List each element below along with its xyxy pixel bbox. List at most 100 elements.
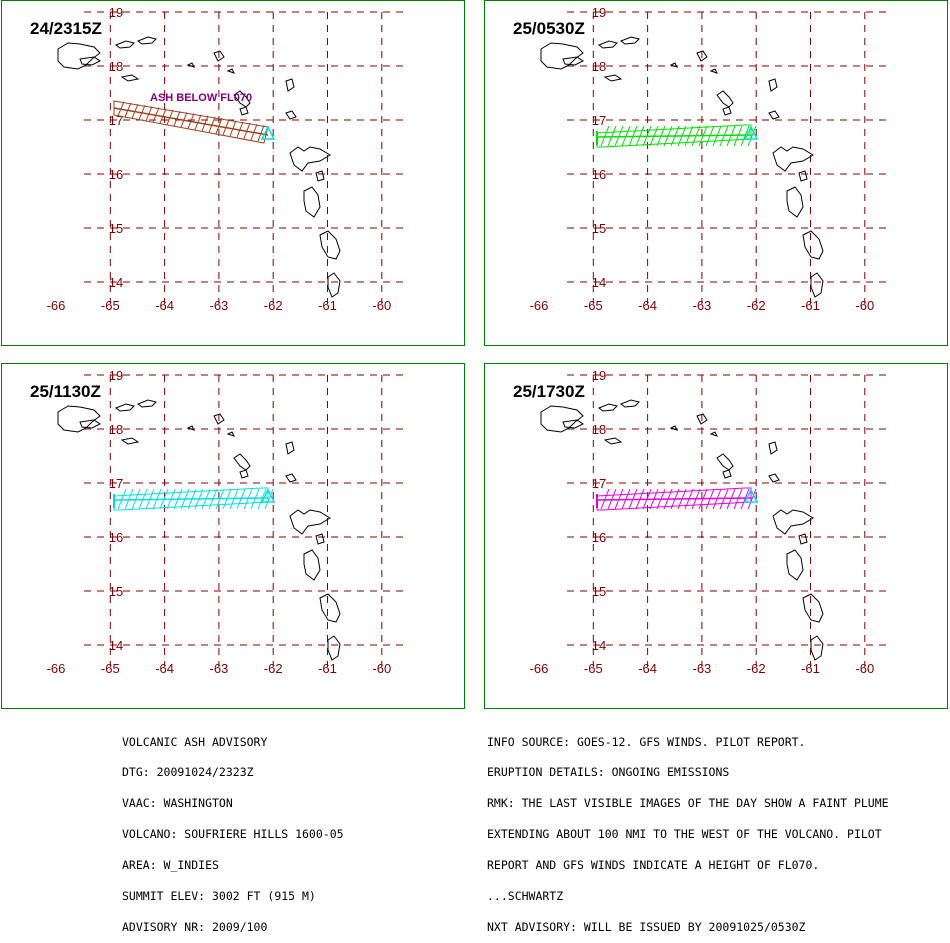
island-outline [802, 593, 824, 623]
lon-tick-label: -65 [584, 661, 603, 676]
lat-tick-label: 14 [592, 275, 606, 290]
island-outline [810, 272, 824, 298]
island-outline [289, 146, 331, 172]
lat-tick-label: 18 [592, 422, 606, 437]
island-outline [79, 56, 101, 66]
lon-tick-label: -64 [638, 661, 657, 676]
island-outline [226, 431, 235, 437]
lon-tick-label: -63 [693, 661, 712, 676]
island-outline [285, 441, 295, 455]
advisory-line: REPORT AND GFS WINDS INDICATE A HEIGHT O… [487, 858, 820, 873]
island-outline [226, 68, 235, 74]
lat-tick-label: 17 [109, 113, 123, 128]
island-outline [722, 106, 732, 116]
island-outline [772, 509, 814, 535]
island-outline [285, 110, 297, 120]
island-outline [239, 469, 249, 479]
island-outline [709, 68, 718, 74]
island-outline [786, 186, 804, 218]
island-outline [57, 42, 101, 70]
island-outline [120, 74, 140, 82]
island-outline [669, 425, 678, 431]
island-outline [603, 74, 623, 82]
ash-plume [113, 100, 269, 144]
map-panel: -66 -65 -64 -63 -62 -61 -60 19 18 17 16 15 14 25/1130… [1, 363, 465, 709]
advisory-line: DTG: 20091024/2323Z [122, 765, 254, 780]
island-outline [285, 78, 295, 92]
island-outline [716, 90, 734, 108]
island-outline [540, 42, 584, 70]
advisory-line: INFO SOURCE: GOES-12. GFS WINDS. PILOT R… [487, 734, 806, 749]
island-outline [239, 106, 249, 116]
island-outline [136, 399, 157, 408]
advisory-line: VOLCANIC ASH ADVISORY [122, 734, 268, 749]
island-outline [802, 230, 824, 260]
map-canvas: -66 -65 -64 -63 -62 -61 -60 19 18 17 16 15 14 [47, 368, 408, 676]
lat-tick-label: 19 [109, 368, 123, 383]
lat-tick-label: 14 [109, 275, 123, 290]
lon-tick-label: -62 [264, 298, 283, 313]
island-outline [213, 413, 225, 425]
advisory-line: EXTENDING ABOUT 100 NMI TO THE WEST OF T… [487, 827, 882, 842]
lon-tick-label: -63 [693, 298, 712, 313]
volcano-icon [260, 488, 276, 503]
island-outline [233, 453, 251, 471]
island-outline [597, 403, 618, 412]
lon-tick-label: -61 [318, 661, 337, 676]
lon-tick-label: -62 [264, 661, 283, 676]
map-panel: -66 -65 -64 -63 -62 -61 -60 19 18 17 16 15 14 25/0530… [484, 0, 948, 346]
advisory-line: VOLCANO: SOUFRIERE HILLS 1600-05 [122, 827, 344, 842]
island-outline [114, 403, 135, 412]
advisory-line: NXT ADVISORY: WILL BE ISSUED BY 20091025… [487, 919, 806, 934]
lat-tick-label: 19 [592, 5, 606, 20]
panel-time-label: 25/1130Z [30, 382, 101, 401]
island-outline [233, 90, 251, 108]
island-outline [186, 425, 195, 431]
lon-tick-label: -64 [638, 298, 657, 313]
lon-tick-label: -65 [101, 661, 120, 676]
island-outline [186, 62, 195, 68]
map-canvas: -66 -65 -64 -63 -62 -61 -60 19 18 17 16 15 14 [530, 368, 891, 676]
island-outline [319, 230, 341, 260]
ash-plume [596, 487, 757, 511]
ash-plume [113, 487, 274, 511]
island-outline [327, 272, 341, 298]
panel-time-label: 24/2315Z [30, 19, 102, 38]
advisory-line: SUMMIT ELEV: 3002 FT (915 M) [122, 889, 316, 904]
advisory-line: ...SCHWARTZ [487, 889, 564, 904]
lon-tick-label: -62 [747, 661, 766, 676]
island-outline [285, 473, 297, 483]
lon-tick-label: -60 [372, 298, 391, 313]
island-outline [315, 170, 325, 182]
island-outline [57, 405, 101, 433]
island-outline [315, 533, 325, 545]
lat-tick-label: 17 [592, 113, 606, 128]
advisory-line: ERUPTION DETAILS: ONGOING EMISSIONS [487, 765, 730, 780]
island-outline [768, 110, 780, 120]
lon-tick-label: -61 [318, 298, 337, 313]
island-outline [540, 405, 584, 433]
lon-tick-label: -63 [210, 661, 229, 676]
advisory-line: VAAC: WASHINGTON [122, 796, 233, 811]
island-outline [810, 635, 824, 661]
island-outline [319, 593, 341, 623]
island-outline [114, 40, 135, 49]
lat-tick-label: 15 [592, 221, 606, 236]
lon-tick-label: -65 [101, 298, 120, 313]
island-outline [716, 453, 734, 471]
lat-tick-label: 17 [109, 476, 123, 491]
island-outline [120, 437, 140, 445]
lon-tick-label: -66 [47, 661, 66, 676]
lat-tick-label: 16 [109, 167, 123, 182]
panel-time-label: 25/0530Z [513, 19, 585, 38]
lat-tick-label: 16 [592, 167, 606, 182]
advisory-line: RMK: THE LAST VISIBLE IMAGES OF THE DAY … [487, 796, 889, 811]
island-outline [768, 473, 780, 483]
island-outline [669, 62, 678, 68]
island-outline [303, 186, 321, 218]
island-outline [772, 146, 814, 172]
lon-tick-label: -61 [801, 661, 820, 676]
lon-tick-label: -66 [47, 298, 66, 313]
lon-tick-label: -61 [801, 298, 820, 313]
map-canvas: -66 -65 -64 -63 -62 -61 -60 19 18 17 16 15 14 [530, 5, 891, 313]
